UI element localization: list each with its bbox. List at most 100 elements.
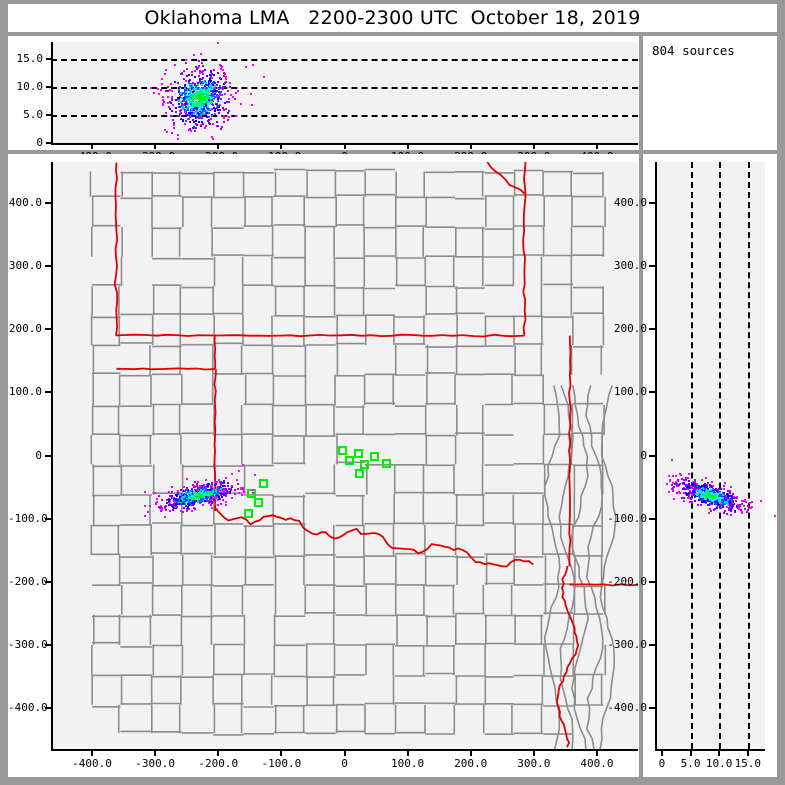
lightning-source <box>672 498 675 501</box>
lightning-source <box>197 59 200 62</box>
lightning-source <box>236 478 238 481</box>
lightning-source <box>192 498 194 501</box>
lightning-source <box>189 496 192 498</box>
lightning-source <box>225 501 227 504</box>
lightning-source <box>199 80 202 83</box>
lightning-source <box>211 82 214 84</box>
lightning-source <box>175 494 178 497</box>
lightning-source <box>163 506 166 509</box>
lightning-source <box>202 504 205 506</box>
lightning-source <box>170 110 173 113</box>
x-tick <box>689 749 692 756</box>
lightning-source <box>715 502 718 505</box>
lightning-source <box>236 482 239 485</box>
y-tick <box>45 706 53 709</box>
y-tick <box>45 517 53 520</box>
lightning-source <box>220 495 223 498</box>
lightning-source <box>206 97 209 99</box>
lightning-source <box>161 509 164 512</box>
lightning-source <box>222 121 225 124</box>
lightning-source <box>177 102 180 105</box>
lightning-source <box>222 83 225 86</box>
lightning-source <box>190 109 193 112</box>
lightning-source <box>705 500 708 503</box>
lightning-source <box>193 497 196 500</box>
lightning-source <box>194 84 197 87</box>
lightning-source <box>226 492 229 495</box>
lightning-source <box>681 496 683 499</box>
lightning-source <box>178 91 181 93</box>
lightning-source <box>193 507 196 510</box>
lightning-source <box>179 111 182 114</box>
lightning-source <box>157 92 160 95</box>
lightning-source <box>185 488 188 491</box>
lightning-source <box>218 478 221 481</box>
lightning-source <box>671 483 674 486</box>
lightning-source <box>198 486 201 489</box>
lightning-source <box>198 121 200 124</box>
lightning-source <box>186 500 189 503</box>
lightning-source <box>724 510 727 513</box>
lightning-source <box>181 105 184 108</box>
panel-height-vs-north[interactable]: -400.0 -300.0 -200.0 -100.0 0 100.0 200.0 300.0… <box>607 154 777 777</box>
y-tick-label: 100.0 <box>613 385 647 399</box>
lightning-source <box>214 489 217 492</box>
lightning-source <box>730 498 733 501</box>
lightning-source <box>186 494 189 497</box>
lightning-source <box>203 112 206 115</box>
lightning-source <box>227 118 230 121</box>
y-tick <box>649 328 657 331</box>
lightning-source <box>696 494 699 497</box>
y-tick <box>649 265 657 268</box>
lightning-source <box>187 96 190 99</box>
lightning-source <box>188 503 191 506</box>
lightning-source <box>208 108 211 111</box>
lightning-source <box>199 87 202 90</box>
lightning-source <box>707 496 710 499</box>
state-border <box>486 162 526 195</box>
lightning-source <box>211 488 214 491</box>
lightning-source <box>722 491 725 494</box>
lightning-source <box>213 499 216 501</box>
lightning-source <box>183 507 186 510</box>
lightning-source <box>205 112 208 115</box>
lightning-source <box>164 73 167 75</box>
lightning-source <box>689 489 692 492</box>
lightning-source <box>700 496 703 499</box>
lightning-source <box>719 491 722 494</box>
lightning-source <box>718 487 721 490</box>
lightning-source <box>182 119 185 122</box>
lightning-source <box>702 500 705 503</box>
lightning-source <box>173 80 176 83</box>
lightning-source <box>239 488 242 491</box>
lightning-source <box>683 486 686 489</box>
lightning-source <box>191 71 194 73</box>
y-tick <box>45 391 53 394</box>
lightning-source <box>726 490 729 493</box>
lightning-source <box>718 503 721 506</box>
lightning-source <box>201 108 204 111</box>
county-border <box>543 385 561 749</box>
lightning-source <box>214 108 217 110</box>
lightning-source <box>208 76 211 79</box>
lightning-source <box>210 108 213 111</box>
y-tick-label: 400.0 <box>613 196 647 210</box>
lightning-source <box>201 485 204 488</box>
lightning-source <box>742 500 745 503</box>
panel-height-vs-east[interactable]: 05.010.015.0-400.0-300.0-200.0-100.00100… <box>8 36 639 163</box>
y-tick-label: 15.0 <box>16 51 44 65</box>
lightning-source <box>204 88 207 91</box>
lightning-source <box>220 484 223 487</box>
panel-plan-view-map[interactable]: -400.0 -300.0 -200.0 -100.0 0 100.0 200.0 300.0… <box>8 154 639 777</box>
lightning-source <box>202 95 205 98</box>
lightning-source <box>208 92 211 95</box>
lightning-source <box>166 131 169 133</box>
y-tick <box>45 580 53 583</box>
lightning-source <box>729 494 732 497</box>
lightning-source <box>192 506 195 509</box>
lightning-source <box>185 103 187 106</box>
lightning-source <box>161 96 164 98</box>
lightning-source <box>189 102 192 105</box>
lightning-source <box>190 86 193 89</box>
lightning-source <box>175 111 177 113</box>
